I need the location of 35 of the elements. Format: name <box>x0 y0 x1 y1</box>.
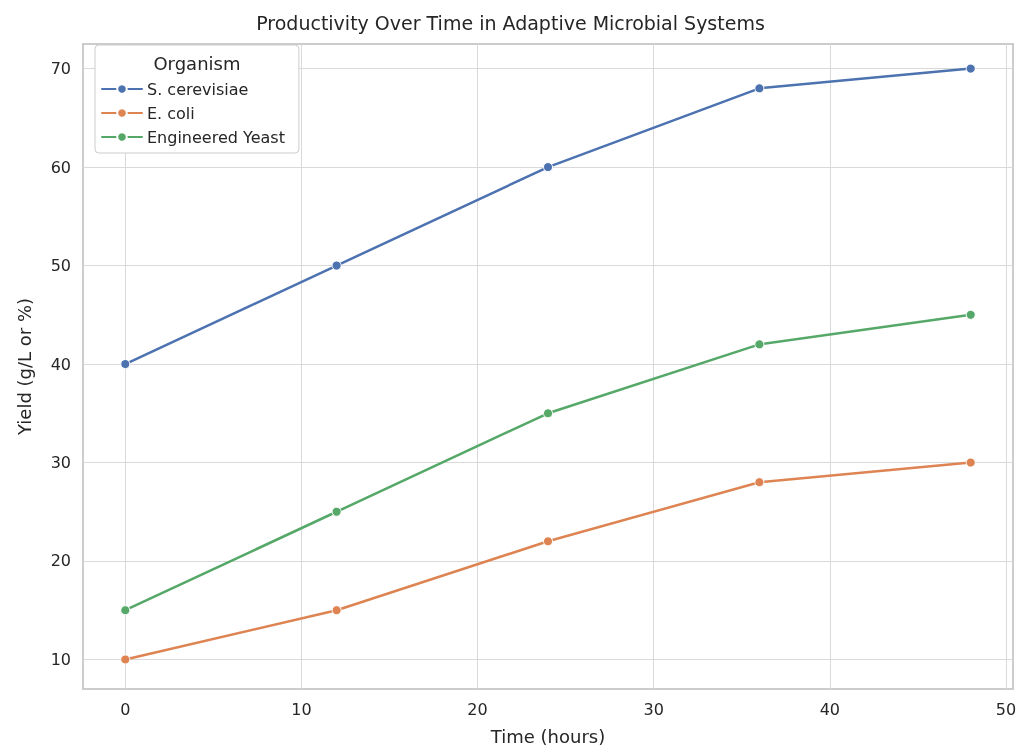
x-tick-label: 20 <box>467 699 488 719</box>
point <box>331 605 342 616</box>
point <box>754 83 765 94</box>
x-tick-label: 10 <box>291 699 312 719</box>
x-axis-title: Time (hours) <box>489 725 606 747</box>
y-tick-label: 60 <box>50 157 71 177</box>
legend-label: E. coli <box>147 103 195 123</box>
point <box>331 506 342 517</box>
y-tick-label: 40 <box>50 354 71 374</box>
point <box>965 309 976 320</box>
legend-title: Organism <box>153 53 241 74</box>
point <box>543 536 553 547</box>
y-tick-label: 70 <box>50 59 71 79</box>
y-tick-label: 10 <box>50 649 71 669</box>
y-tick-label: 20 <box>50 551 71 571</box>
point <box>965 63 976 74</box>
point <box>543 162 553 173</box>
chart-title: Productivity Over Time in Adaptive Microbial Systems <box>256 11 765 34</box>
point <box>965 457 976 468</box>
y-tick-label: 50 <box>50 256 71 276</box>
point <box>120 359 131 370</box>
legend-label: Engineered Yeast <box>147 127 285 147</box>
point <box>120 605 131 616</box>
point <box>754 477 765 488</box>
x-tick-label: 40 <box>819 699 840 719</box>
y-axis-title: Yield (g/L or %) <box>13 297 35 437</box>
x-tick-label: 30 <box>643 699 664 719</box>
x-tick-label: 50 <box>995 699 1017 719</box>
y-tick-label: 30 <box>50 453 71 473</box>
point <box>754 339 765 350</box>
point <box>120 654 131 665</box>
legend-label: S. cerevisiae <box>147 79 249 99</box>
x-tick-label: 0 <box>120 699 131 719</box>
point <box>331 260 342 271</box>
point <box>543 408 553 419</box>
